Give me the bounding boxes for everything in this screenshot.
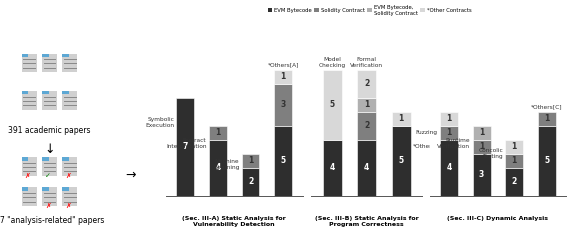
Bar [538,126,556,196]
Bar [209,140,227,196]
Bar [473,126,491,140]
Text: 1: 1 [479,142,484,151]
Bar [322,70,342,140]
Text: Machine
Learning: Machine Learning [214,159,239,170]
Text: ✗: ✗ [24,172,30,178]
Bar [440,126,458,140]
Text: 1: 1 [364,100,370,109]
Text: Abstract
Interpretation: Abstract Interpretation [166,138,207,149]
Text: 1: 1 [512,156,517,165]
Bar [274,84,292,126]
Text: 1: 1 [446,114,452,123]
Text: (Sec. III-C) Dynamic Analysis: (Sec. III-C) Dynamic Analysis [448,216,548,221]
Text: Formal
Verification: Formal Verification [350,57,383,68]
Bar [357,70,376,98]
Bar [242,168,260,196]
Bar [322,140,342,196]
Text: ↓: ↓ [44,143,55,156]
Text: 4: 4 [329,163,335,172]
Bar [176,98,194,196]
Bar [274,126,292,196]
Bar [473,140,491,154]
Bar [357,112,376,140]
Bar [505,168,523,196]
Text: →: → [126,168,136,181]
Text: Symbolic
Execution: Symbolic Execution [145,117,174,128]
Bar [440,140,458,196]
Text: 2: 2 [248,177,253,186]
Bar [505,140,523,154]
Text: 5: 5 [544,156,549,165]
Text: Model
Checking: Model Checking [318,57,346,68]
Text: 1: 1 [248,156,253,165]
Text: *Others[C]: *Others[C] [531,105,563,110]
Text: 1: 1 [479,128,484,137]
Text: 391 academic papers: 391 academic papers [8,126,91,135]
Bar [538,112,556,126]
Text: 2: 2 [364,121,370,130]
Text: *Others[B]: *Others[B] [413,143,445,148]
Text: 2: 2 [512,177,517,186]
Text: ✗: ✗ [65,172,71,178]
Text: 1: 1 [399,114,404,123]
Text: ✓: ✓ [45,172,51,178]
Bar [440,112,458,126]
Text: 7: 7 [183,142,188,151]
Bar [473,154,491,196]
Text: Runtime
Verification: Runtime Verification [438,138,470,149]
Text: 1: 1 [544,114,549,123]
Text: 4: 4 [215,163,221,172]
Bar [242,154,260,168]
Text: 5: 5 [399,156,404,165]
Text: 1: 1 [446,128,452,137]
Text: 1: 1 [281,72,286,81]
Text: 3: 3 [479,170,484,179]
Legend: EVM Bytecode, Solidity Contract, EVM Bytecode,
Solidity Contract, *Other Contrac: EVM Bytecode, Solidity Contract, EVM Byt… [265,3,474,18]
Text: 5: 5 [329,100,335,109]
Bar [505,154,523,168]
Text: *Others[A]: *Others[A] [267,63,299,68]
Text: 4: 4 [364,163,370,172]
Bar [274,70,292,84]
Text: 3: 3 [281,100,286,109]
Text: 67 "analysis-related" papers: 67 "analysis-related" papers [0,216,104,225]
Text: 5: 5 [281,156,286,165]
Text: ✗: ✗ [65,203,71,209]
Text: ✗: ✗ [45,203,51,209]
Text: (Sec. III-A) Static Analysis for
Vulnerability Detection: (Sec. III-A) Static Analysis for Vulnera… [182,216,286,226]
Text: 4: 4 [446,163,452,172]
Bar [392,126,411,196]
Text: Fuzzing: Fuzzing [416,130,438,135]
Bar [357,98,376,112]
Text: Concolic
Testing: Concolic Testing [478,148,503,159]
Text: 2: 2 [364,79,370,88]
Text: (Sec. III-B) Static Analysis for
Program Correctness: (Sec. III-B) Static Analysis for Program… [315,216,418,226]
Text: 1: 1 [512,142,517,151]
Text: 1: 1 [215,128,221,137]
Bar [209,126,227,140]
Bar [357,140,376,196]
Bar [392,112,411,126]
